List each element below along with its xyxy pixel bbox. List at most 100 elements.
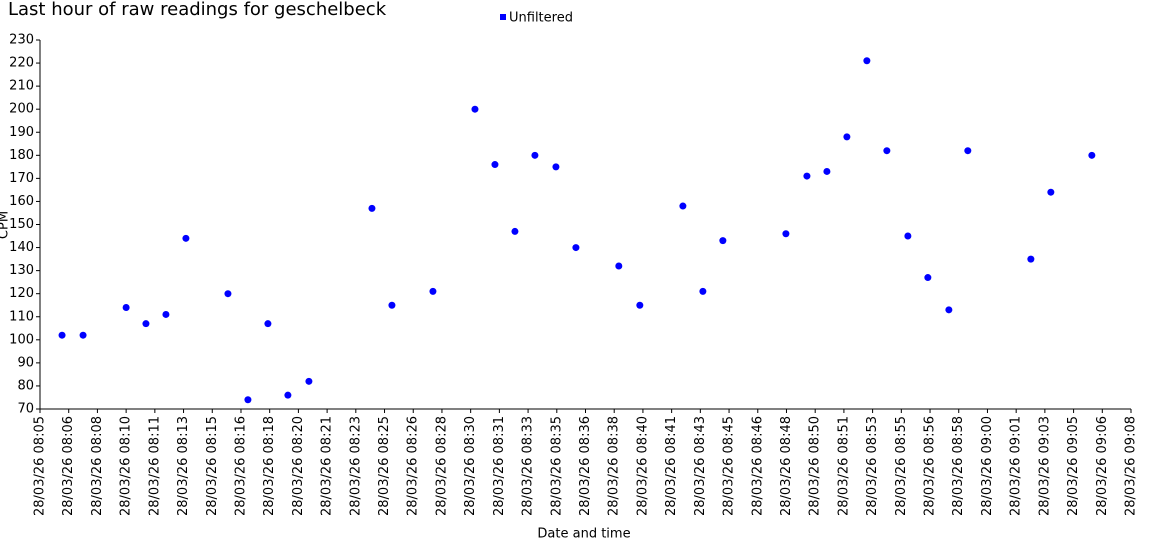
point xyxy=(1047,188,1055,196)
x-tick-label: 28/03/26 08:36 xyxy=(578,416,593,516)
point xyxy=(305,377,313,385)
x-tick-label: 28/03/26 08:13 xyxy=(176,416,191,516)
point xyxy=(782,230,790,238)
point xyxy=(843,133,851,141)
point xyxy=(883,147,891,155)
y-tick-label: 80 xyxy=(17,378,34,393)
point xyxy=(615,262,623,270)
point xyxy=(471,105,479,113)
x-tick-label: 28/03/26 08:10 xyxy=(119,416,134,516)
chart-title: Last hour of raw readings for geschelbec… xyxy=(8,0,387,20)
x-tick-label: 28/03/26 08:56 xyxy=(923,416,938,516)
x-tick-label: 28/03/26 09:03 xyxy=(1037,416,1052,516)
x-tick-label: 28/03/26 08:18 xyxy=(262,416,277,516)
point xyxy=(863,57,871,65)
legend-label: Unfiltered xyxy=(509,11,573,26)
point xyxy=(58,331,66,339)
point xyxy=(79,331,87,339)
y-tick-label: 220 xyxy=(9,56,34,71)
x-tick-label: 28/03/26 08:20 xyxy=(291,416,306,516)
legend-swatch xyxy=(500,14,506,20)
y-tick-label: 130 xyxy=(9,263,34,278)
x-tick-label: 28/03/26 08:50 xyxy=(808,416,823,516)
point xyxy=(182,234,190,242)
x-tick-label: 28/03/26 08:33 xyxy=(521,416,536,516)
x-tick-label: 28/03/26 08:06 xyxy=(61,416,76,516)
point xyxy=(511,227,519,235)
point xyxy=(224,290,232,298)
x-tick-label: 28/03/26 08:23 xyxy=(348,416,363,516)
y-tick-label: 120 xyxy=(9,286,34,301)
x-tick-label: 28/03/26 08:16 xyxy=(233,416,248,516)
y-tick-label: 90 xyxy=(17,355,34,370)
point xyxy=(636,301,644,309)
y-tick-label: 180 xyxy=(9,148,34,163)
x-tick-label: 28/03/26 09:06 xyxy=(1095,416,1110,516)
point xyxy=(122,304,130,312)
point xyxy=(964,147,972,155)
x-tick-label: 28/03/26 08:31 xyxy=(492,416,507,516)
point xyxy=(1088,151,1096,159)
x-tick-label: 28/03/26 08:41 xyxy=(664,416,679,516)
point xyxy=(429,287,437,295)
x-tick-label: 28/03/26 09:08 xyxy=(1124,416,1139,516)
point xyxy=(572,244,580,252)
y-axis-title: CPM xyxy=(0,211,12,239)
y-tick-label: 200 xyxy=(9,102,34,117)
x-tick-label: 28/03/26 08:05 xyxy=(33,416,48,516)
x-tick-label: 28/03/26 08:46 xyxy=(750,416,765,516)
x-tick-label: 28/03/26 08:26 xyxy=(406,416,421,516)
point xyxy=(904,232,912,240)
x-tick-label: 28/03/26 08:35 xyxy=(549,416,564,516)
point xyxy=(1027,255,1035,263)
x-tick-label: 28/03/26 08:48 xyxy=(779,416,794,516)
x-tick-label: 28/03/26 08:51 xyxy=(836,416,851,516)
x-tick-label: 28/03/26 09:01 xyxy=(1009,416,1024,516)
point xyxy=(491,161,499,169)
y-tick-label: 110 xyxy=(9,309,34,324)
x-tick-label: 28/03/26 08:25 xyxy=(377,416,392,516)
point xyxy=(368,204,376,212)
x-tick-label: 28/03/26 08:45 xyxy=(722,416,737,516)
x-tick-label: 28/03/26 09:00 xyxy=(980,416,995,516)
point xyxy=(531,151,539,159)
x-tick-label: 28/03/26 08:08 xyxy=(90,416,105,516)
x-tick-label: 28/03/26 08:28 xyxy=(434,416,449,516)
y-tick-label: 160 xyxy=(9,194,34,209)
y-tick-label: 210 xyxy=(9,79,34,94)
x-tick-label: 28/03/26 08:38 xyxy=(607,416,622,516)
x-tick-label: 28/03/26 08:30 xyxy=(463,416,478,516)
point xyxy=(679,202,687,210)
x-tick-label: 28/03/26 08:15 xyxy=(205,416,220,516)
point xyxy=(823,167,831,175)
x-tick-label: 28/03/26 08:11 xyxy=(147,416,162,516)
y-tick-label: 150 xyxy=(9,217,34,232)
point xyxy=(719,237,727,245)
x-tick-label: 28/03/26 09:05 xyxy=(1066,416,1081,516)
point xyxy=(142,320,150,328)
x-axis-title: Date and time xyxy=(537,527,630,542)
point xyxy=(162,310,170,318)
x-tick-label: 28/03/26 08:43 xyxy=(693,416,708,516)
y-tick-label: 100 xyxy=(9,332,34,347)
point xyxy=(924,274,932,282)
x-tick-label: 28/03/26 08:53 xyxy=(865,416,880,516)
point xyxy=(284,391,292,399)
y-tick-label: 170 xyxy=(9,171,34,186)
point xyxy=(264,320,272,328)
x-tick-label: 28/03/26 08:58 xyxy=(951,416,966,516)
point xyxy=(803,172,811,180)
x-tick-label: 28/03/26 08:21 xyxy=(320,416,335,516)
y-tick-label: 190 xyxy=(9,125,34,140)
y-tick-label: 230 xyxy=(9,33,34,48)
y-tick-label: 70 xyxy=(17,402,34,417)
y-tick-label: 140 xyxy=(9,240,34,255)
point xyxy=(388,301,396,309)
x-tick-label: 28/03/26 08:40 xyxy=(635,416,650,516)
x-tick-label: 28/03/26 08:55 xyxy=(894,416,909,516)
point xyxy=(552,163,560,171)
point xyxy=(699,287,707,295)
point xyxy=(244,396,252,404)
